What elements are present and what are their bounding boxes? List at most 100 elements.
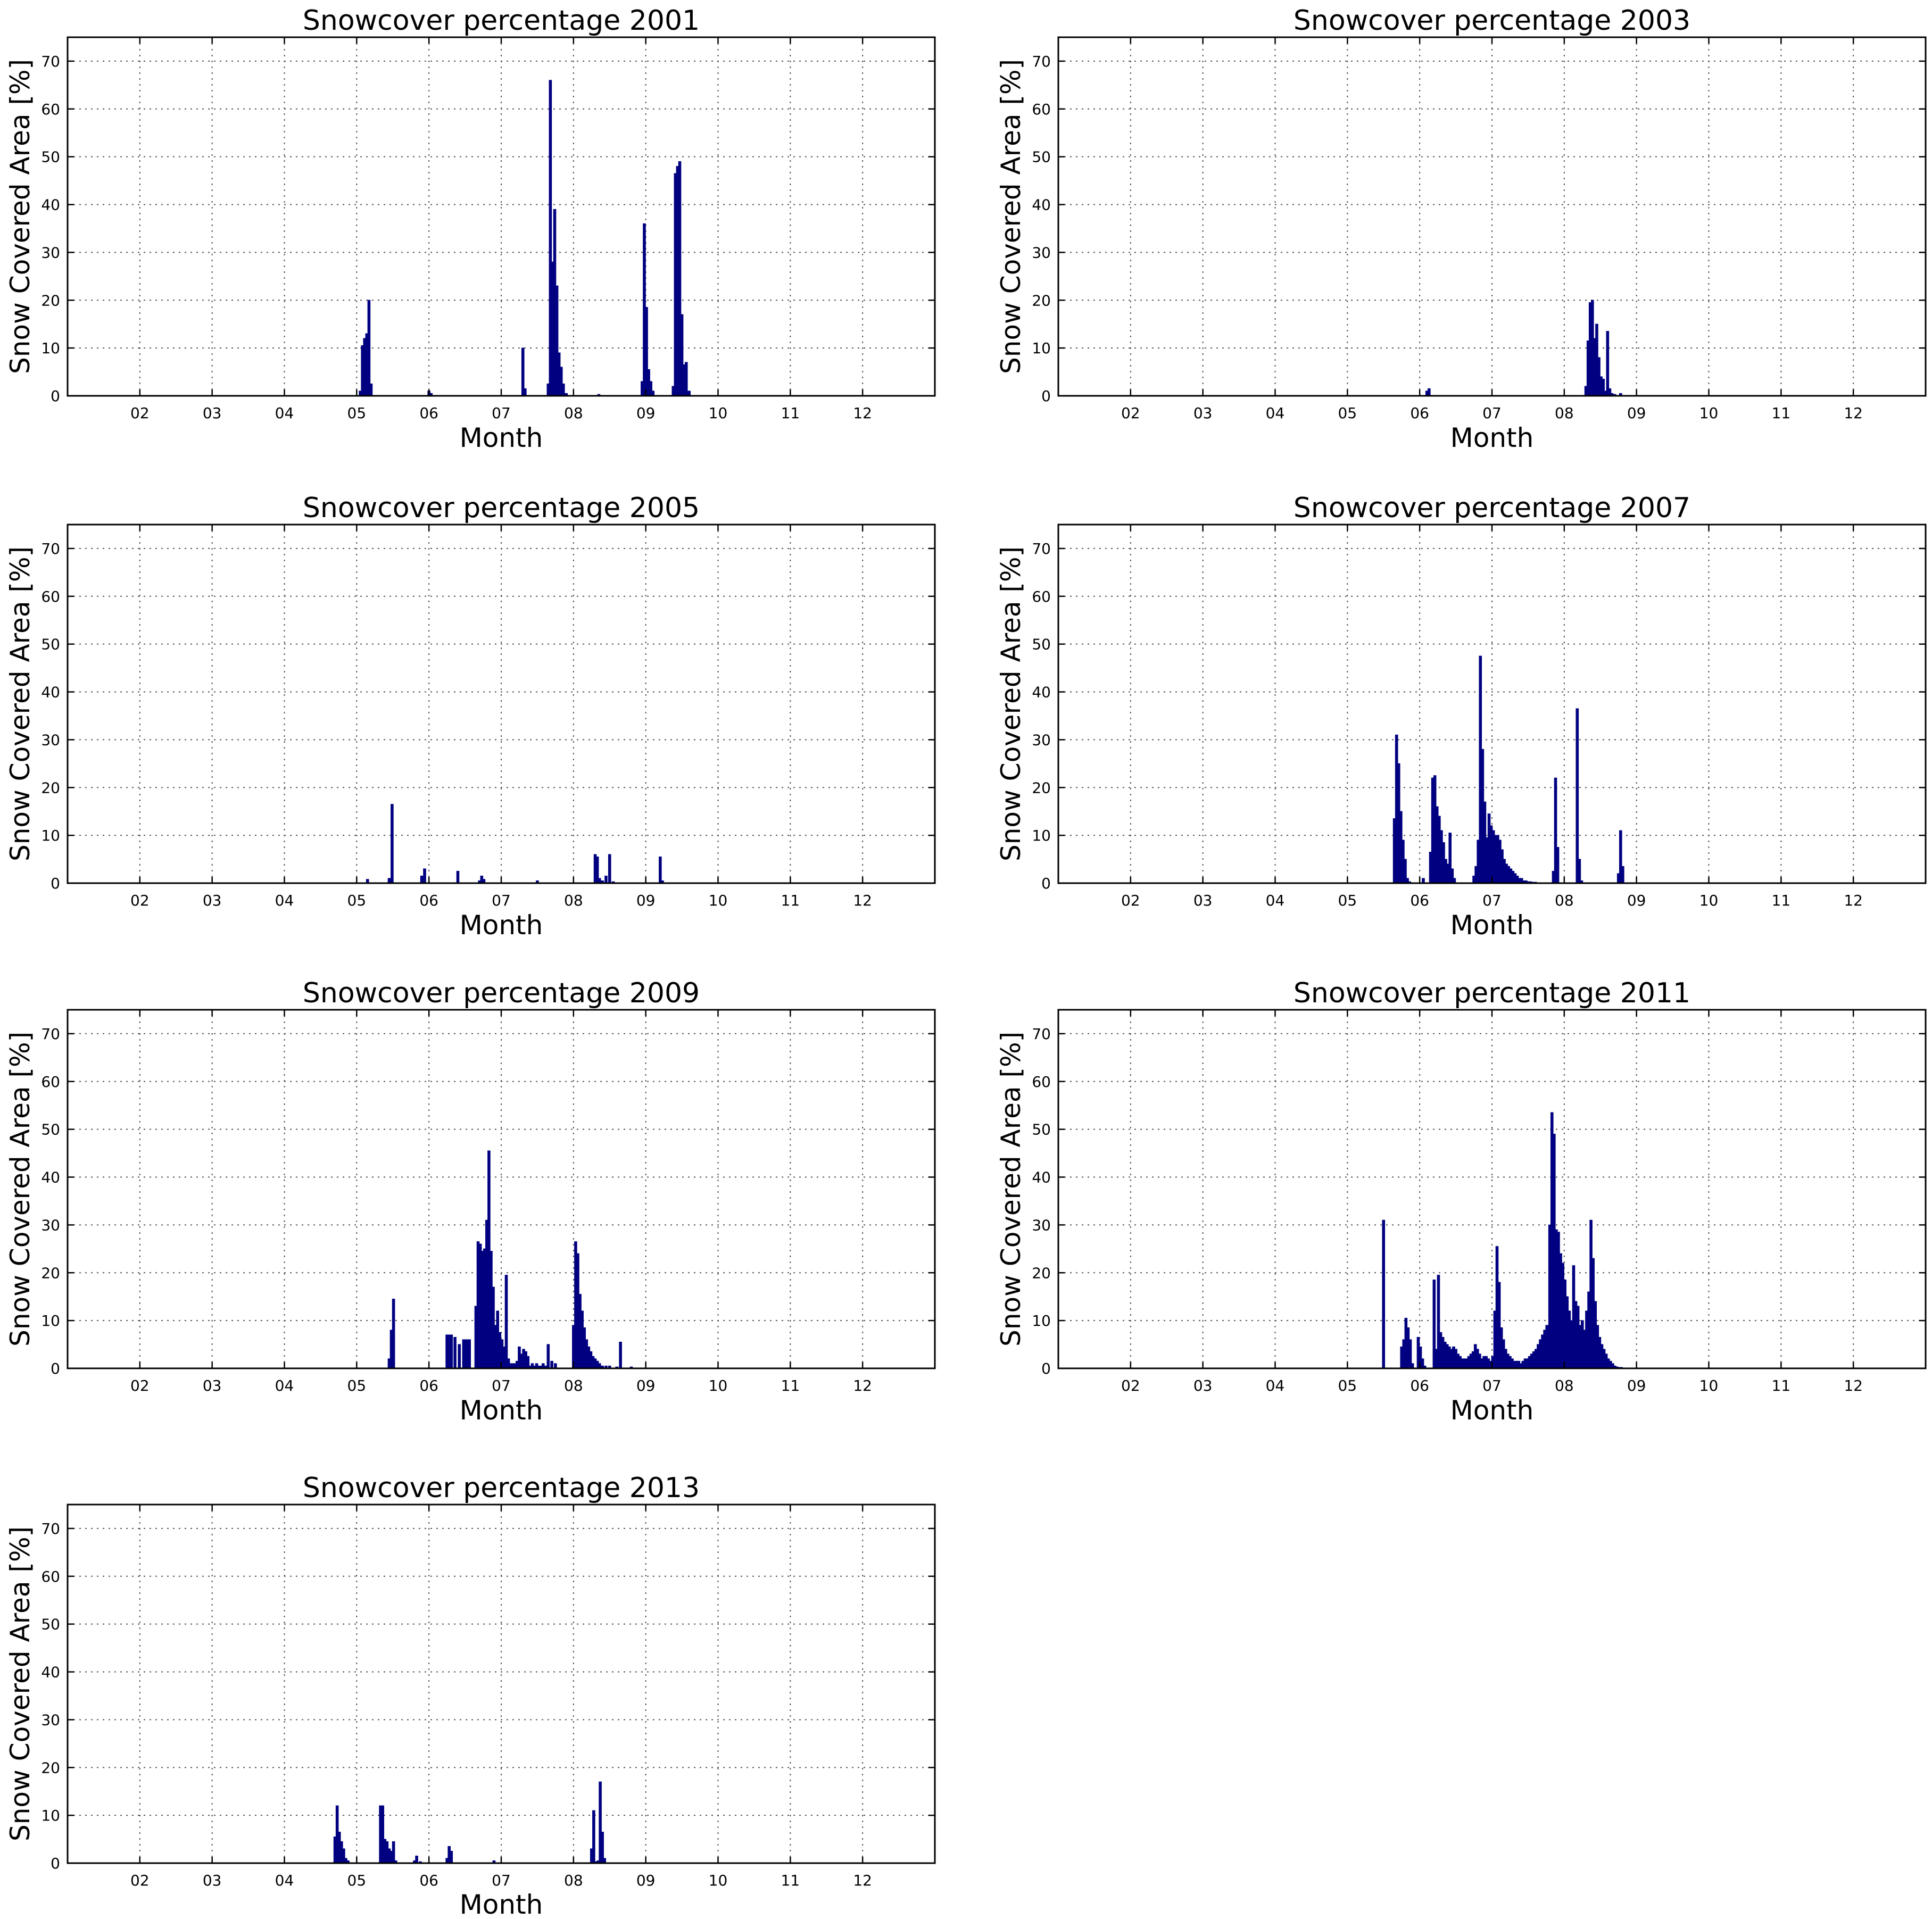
y-tick-label: 30 [1032, 731, 1051, 749]
x-tick-label: 02 [130, 1377, 150, 1394]
bar [1545, 1325, 1549, 1369]
x-tick-label: 11 [781, 404, 800, 422]
x-tick-label: 04 [275, 892, 294, 909]
y-tick-label: 20 [1032, 292, 1051, 309]
x-tick-label: 11 [781, 1377, 800, 1394]
bar [369, 383, 373, 396]
y-tick-label: 30 [41, 244, 60, 261]
y-axis-label: Snow Covered Area [%] [996, 59, 1026, 374]
y-tick-label: 0 [51, 1360, 60, 1377]
x-axis-label: Month [460, 1889, 543, 1919]
bar [450, 1334, 453, 1369]
x-axis-label: Month [1450, 1395, 1534, 1426]
x-axis-label: Month [1450, 422, 1534, 453]
bar [1382, 1219, 1386, 1369]
x-tick-label: 07 [1482, 1377, 1502, 1394]
x-tick-label: 12 [853, 1872, 872, 1889]
bar [462, 1339, 466, 1369]
x-tick-label: 05 [1338, 404, 1357, 422]
y-tick-label: 50 [41, 636, 60, 653]
y-tick-label: 60 [41, 1568, 60, 1585]
y-tick-label: 70 [1032, 53, 1051, 70]
x-tick-label: 05 [347, 892, 367, 909]
x-tick-label: 03 [203, 1377, 222, 1394]
y-tick-label: 50 [1032, 1121, 1051, 1139]
y-tick-label: 10 [1032, 1312, 1051, 1330]
x-axis-label: Month [1450, 910, 1534, 941]
y-tick-label: 0 [1041, 875, 1051, 892]
bar [468, 1339, 471, 1369]
x-tick-label: 08 [1555, 1377, 1574, 1394]
x-tick-label: 08 [564, 1872, 583, 1889]
x-tick-label: 07 [1482, 892, 1502, 909]
x-tick-label: 05 [347, 1872, 367, 1889]
x-tick-label: 07 [1482, 404, 1502, 422]
x-tick-label: 06 [1410, 404, 1429, 422]
bar [659, 856, 662, 884]
x-tick-label: 03 [1193, 892, 1213, 909]
x-tick-label: 12 [853, 892, 872, 909]
bar [1556, 846, 1560, 884]
x-axis-label: Month [460, 910, 543, 941]
y-tick-label: 40 [1032, 1169, 1051, 1186]
bar [1428, 388, 1431, 396]
x-tick-label: 06 [419, 892, 438, 909]
y-tick-label: 40 [1032, 684, 1051, 701]
bar [453, 1336, 457, 1369]
x-tick-label: 03 [203, 404, 222, 422]
y-axis-label: Snow Covered Area [%] [996, 546, 1026, 861]
y-tick-label: 10 [41, 1807, 60, 1824]
x-tick-label: 03 [203, 1872, 222, 1889]
x-tick-label: 10 [1699, 1377, 1719, 1394]
x-tick-label: 02 [1121, 892, 1140, 909]
chart-title: Snowcover percentage 2001 [303, 5, 700, 37]
x-axis-label: Month [460, 422, 543, 453]
y-tick-label: 10 [41, 827, 60, 844]
x-tick-label: 09 [636, 892, 656, 909]
x-tick-label: 03 [203, 892, 222, 909]
y-axis-label: Snow Covered Area [%] [5, 1032, 36, 1347]
x-tick-label: 12 [1844, 892, 1863, 909]
y-tick-label: 60 [41, 588, 60, 605]
bar [423, 868, 426, 884]
bar [415, 1855, 418, 1864]
x-tick-label: 06 [419, 1872, 438, 1889]
y-tick-label: 0 [1041, 387, 1051, 405]
x-tick-label: 05 [347, 404, 367, 422]
x-tick-label: 04 [1266, 404, 1285, 422]
x-tick-label: 10 [709, 1872, 728, 1889]
x-tick-label: 06 [1410, 892, 1429, 909]
y-tick-label: 70 [1032, 1025, 1051, 1043]
x-tick-label: 04 [275, 1872, 294, 1889]
x-tick-label: 09 [1627, 1377, 1646, 1394]
bar [1621, 866, 1624, 884]
x-tick-label: 10 [709, 1377, 728, 1394]
y-tick-label: 70 [41, 540, 60, 558]
x-tick-label: 10 [709, 404, 728, 422]
y-tick-label: 40 [1032, 196, 1051, 214]
x-tick-label: 04 [275, 404, 294, 422]
bar [546, 1344, 550, 1369]
bar [458, 1344, 461, 1369]
x-tick-label: 09 [636, 1377, 656, 1394]
chart-title: Snowcover percentage 2003 [1293, 5, 1690, 37]
x-tick-label: 02 [1121, 1377, 1140, 1394]
bar [1606, 331, 1610, 396]
y-tick-label: 40 [41, 1664, 60, 1681]
x-tick-label: 07 [492, 892, 511, 909]
bar [524, 388, 527, 396]
bar [1578, 859, 1581, 884]
subplot-2003: Snowcover percentage 2003 Month Snow Cov… [996, 5, 1927, 453]
y-tick-label: 50 [1032, 636, 1051, 653]
x-tick-label: 05 [1338, 1377, 1357, 1394]
y-tick-label: 10 [1032, 827, 1051, 844]
bar [504, 1275, 508, 1369]
x-tick-label: 05 [347, 1377, 367, 1394]
x-tick-label: 07 [492, 404, 511, 422]
y-axis-label: Snow Covered Area [%] [5, 59, 36, 374]
y-tick-label: 30 [41, 1216, 60, 1234]
chart-title: Snowcover percentage 2005 [303, 492, 700, 524]
x-tick-label: 11 [1772, 404, 1791, 422]
